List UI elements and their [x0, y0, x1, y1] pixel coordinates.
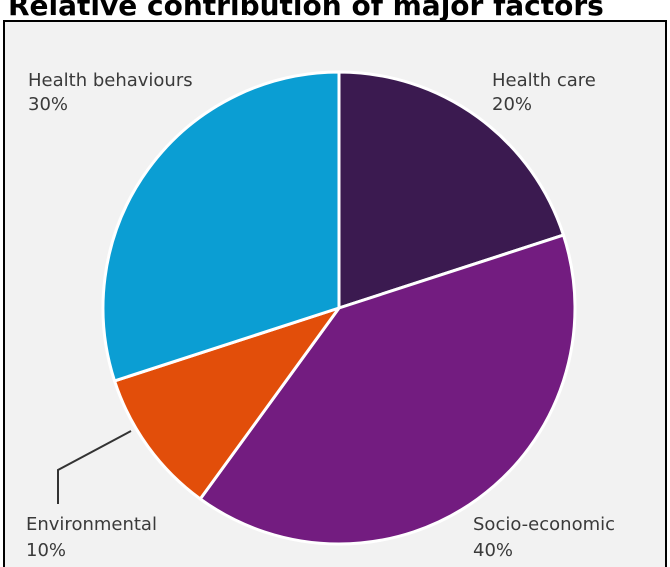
pie-slices	[101, 70, 577, 546]
value-health-behaviours: 30%	[28, 94, 68, 115]
label-environmental: Environmental	[26, 514, 157, 535]
chart-title: Relative contribution of major factors	[8, 0, 604, 22]
value-environmental: 10%	[26, 540, 66, 561]
value-socio-economic: 40%	[473, 540, 513, 561]
pie-slice-socio-economic	[198, 233, 577, 546]
label-health-behaviours: Health behaviours	[28, 70, 193, 91]
label-socio-economic: Socio-economic	[473, 514, 615, 535]
pie-slice-environmental	[113, 306, 341, 501]
environmental-leader-line	[57, 430, 132, 504]
pie-slice-health-behaviours	[101, 70, 341, 383]
label-health-care: Health care	[492, 70, 596, 91]
value-health-care: 20%	[492, 94, 532, 115]
pie-slice-health-care	[337, 70, 565, 310]
